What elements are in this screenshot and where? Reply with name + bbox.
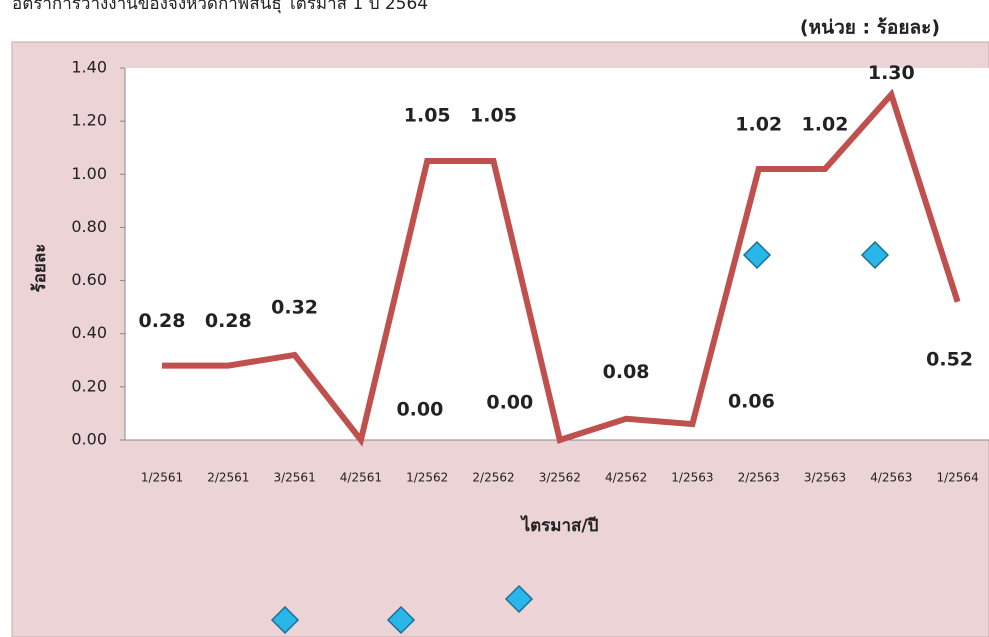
data-label: 0.28 <box>205 310 252 332</box>
data-label: 1.02 <box>802 113 849 135</box>
x-tick-label: 3/2561 <box>273 471 315 485</box>
data-label: 1.05 <box>470 105 517 127</box>
x-tick-label: 4/2561 <box>340 471 382 485</box>
data-label: 1.02 <box>735 113 782 135</box>
x-tick-label: 3/2563 <box>804 471 846 485</box>
y-tick-label: 0.80 <box>71 217 107 236</box>
unit-label: (หน่วย : ร้อยละ) <box>800 17 940 39</box>
x-tick-label: 1/2561 <box>141 471 183 485</box>
data-label: 0.28 <box>139 310 186 332</box>
plot-area <box>125 68 989 440</box>
data-label: 1.30 <box>868 62 915 84</box>
y-axis-label: ร้อยละ <box>30 244 50 293</box>
data-label: 0.08 <box>603 361 650 383</box>
y-tick-label: 1.40 <box>71 58 107 77</box>
data-label: 1.05 <box>404 105 451 127</box>
y-tick-label: 0.60 <box>71 270 107 289</box>
x-axis-label: ไตรมาส/ปี <box>520 515 599 536</box>
x-tick-label: 1/2564 <box>936 471 978 485</box>
data-label: 0.52 <box>926 348 973 370</box>
x-tick-label: 4/2563 <box>870 471 912 485</box>
x-tick-label: 4/2562 <box>605 471 647 485</box>
chart-title: อัตราการว่างงานของจังหวัดกาฬสินธุ์ ไตรมา… <box>12 0 428 14</box>
y-tick-label: 0.40 <box>71 323 107 342</box>
x-tick-label: 2/2561 <box>207 471 249 485</box>
data-label: 0.00 <box>396 399 443 421</box>
y-tick-label: 0.00 <box>71 430 107 449</box>
x-tick-label: 3/2562 <box>539 471 581 485</box>
x-tick-label: 1/2563 <box>671 471 713 485</box>
y-tick-label: 1.20 <box>71 111 107 130</box>
x-tick-label: 2/2563 <box>738 471 780 485</box>
y-tick-label: 1.00 <box>71 164 107 183</box>
y-tick-label: 0.20 <box>71 376 107 395</box>
decorations <box>270 240 890 635</box>
line <box>162 88 961 447</box>
data-label: 0.00 <box>486 392 533 414</box>
data-label: 0.06 <box>728 391 775 413</box>
x-tick-label: 1/2562 <box>406 471 448 485</box>
x-tick-label: 2/2562 <box>472 471 514 485</box>
data-label: 0.32 <box>271 296 318 318</box>
